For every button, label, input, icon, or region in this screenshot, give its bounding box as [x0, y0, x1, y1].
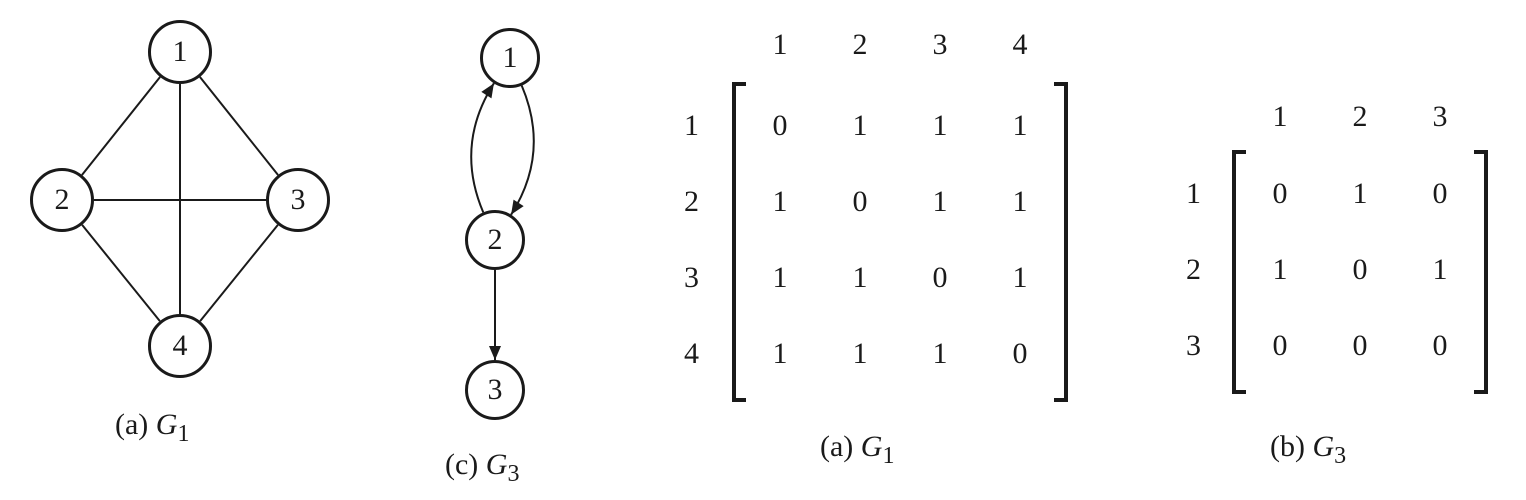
matrix-row-header: 3 [1186, 329, 1201, 363]
caption-subscript: 1 [882, 443, 894, 469]
graph-g1-nodes: 1 2 3 4 [20, 10, 350, 450]
graph-node-label: 3 [488, 373, 503, 407]
caption-prefix: (b) [1270, 430, 1312, 463]
caption-subscript: 1 [177, 421, 189, 447]
matrix-cell: 1 [1320, 177, 1400, 211]
matrix-col-header: 1 [1240, 100, 1320, 134]
figure-stage: 1234 (a) G1 123 (c) G3 12341234011110111… [0, 0, 1526, 500]
matrix-bracket-right [1054, 82, 1068, 402]
matrix-row-header: 4 [684, 337, 699, 371]
matrix-cell: 1 [980, 185, 1060, 219]
matrix-bracket-left [732, 82, 746, 402]
caption-symbol: G [861, 430, 883, 463]
matrix-cell: 0 [1400, 329, 1480, 363]
graph-node-label: 1 [173, 35, 188, 69]
matrix-col-header: 4 [980, 28, 1060, 62]
matrix-row-header: 2 [1186, 253, 1201, 287]
matrix-cell: 1 [900, 109, 980, 143]
graph-node: 4 [148, 314, 212, 378]
matrix-cell: 1 [1240, 253, 1320, 287]
matrix-cell: 1 [740, 261, 820, 295]
caption-symbol: G [156, 408, 178, 441]
matrix-cell: 1 [820, 261, 900, 295]
matrix-g3-panel: 123123010101000 (b) G3 [1150, 90, 1510, 480]
matrix-cell: 0 [1240, 329, 1320, 363]
matrix-cell: 0 [900, 261, 980, 295]
caption-subscript: 3 [507, 461, 519, 487]
matrix-cell: 1 [1400, 253, 1480, 287]
matrix-cell: 0 [1240, 177, 1320, 211]
matrix-row-header: 2 [684, 185, 699, 219]
graph-node-label: 1 [503, 41, 518, 75]
matrix-cell: 0 [1400, 177, 1480, 211]
matrix-col-header: 2 [820, 28, 900, 62]
matrix-row-header: 1 [684, 109, 699, 143]
matrix-row-header: 3 [684, 261, 699, 295]
matrix-cell: 1 [980, 109, 1060, 143]
matrix-cell: 1 [980, 261, 1060, 295]
graph-node-label: 2 [488, 223, 503, 257]
matrix-cell: 1 [820, 109, 900, 143]
matrix-cell: 0 [980, 337, 1060, 371]
matrix-cell: 0 [740, 109, 820, 143]
graph-node: 3 [266, 168, 330, 232]
graph-node: 2 [465, 210, 525, 270]
graph-node-label: 3 [291, 183, 306, 217]
graph-node-label: 4 [173, 329, 188, 363]
matrix-cell: 0 [1320, 253, 1400, 287]
graph-g1-panel: 1234 (a) G1 [20, 10, 350, 450]
matrix-cell: 1 [900, 337, 980, 371]
matrix-col-header: 3 [1400, 100, 1480, 134]
matrix-bracket-left [1232, 150, 1246, 394]
matrix-cell: 1 [740, 185, 820, 219]
caption-symbol: G [1312, 430, 1334, 463]
caption-symbol: G [486, 448, 508, 481]
graph-g3-panel: 123 (c) G3 [370, 10, 620, 490]
matrix-cell: 1 [900, 185, 980, 219]
graph-g3-caption: (c) G3 [445, 448, 519, 488]
caption-subscript: 3 [1334, 443, 1346, 469]
graph-node: 1 [480, 28, 540, 88]
caption-prefix: (a) [820, 430, 861, 463]
graph-node-label: 2 [55, 183, 70, 217]
graph-g3-nodes: 1 2 3 [370, 10, 620, 490]
matrix-g3-caption: (b) G3 [1270, 430, 1346, 470]
matrix-bracket-right [1474, 150, 1488, 394]
graph-node: 3 [465, 360, 525, 420]
matrix-row-header: 1 [1186, 177, 1201, 211]
matrix-col-header: 1 [740, 28, 820, 62]
matrix-col-header: 3 [900, 28, 980, 62]
caption-prefix: (c) [445, 448, 486, 481]
graph-g1-caption: (a) G1 [115, 408, 189, 448]
graph-node: 1 [148, 20, 212, 84]
graph-node: 2 [30, 168, 94, 232]
matrix-g1-panel: 123412340111101111011110 (a) G1 [640, 10, 1120, 480]
matrix-cell: 0 [820, 185, 900, 219]
matrix-cell: 1 [820, 337, 900, 371]
caption-prefix: (a) [115, 408, 156, 441]
matrix-cell: 0 [1320, 329, 1400, 363]
matrix-col-header: 2 [1320, 100, 1400, 134]
matrix-g1-caption: (a) G1 [820, 430, 894, 470]
matrix-cell: 1 [740, 337, 820, 371]
